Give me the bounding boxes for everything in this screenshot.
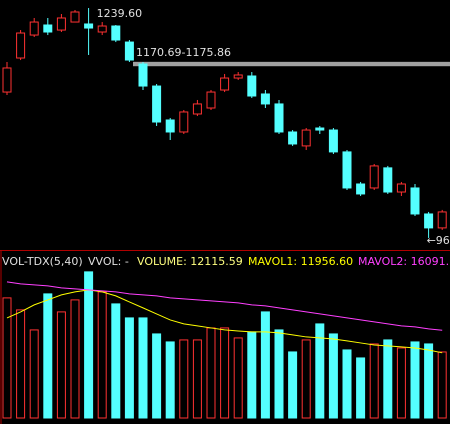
volume-bar [206,327,216,419]
price-band [133,61,450,67]
candle-body [220,77,230,91]
candle-body [138,63,148,87]
candle-body [97,25,107,33]
indicator-header: VOL-TDX(5,40) [2,255,83,268]
indicator-header: VVOL: - [88,255,129,268]
volume-bar [233,337,243,419]
candle-body [410,187,420,215]
candle-body [56,17,66,31]
volume-bar [16,309,26,419]
candle-body [165,119,175,133]
candle-body [16,32,26,59]
price-annotation: ←96 [427,234,450,247]
candle-body [179,111,189,133]
volume-bar [29,329,39,419]
candle-body [84,23,94,29]
volume-bar [315,323,325,419]
candle-body [192,103,202,115]
candle-body [328,129,338,153]
volume-bar [179,339,189,419]
candle-body [43,24,53,33]
volume-bar [260,311,270,419]
candle-body [383,167,393,193]
volume-bar [192,339,202,419]
volume-bar [56,311,66,419]
volume-bar [437,351,447,419]
candle-body [111,25,121,41]
candle-body [301,129,311,147]
volume-bar [383,339,393,419]
candle-body [369,165,379,189]
volume-bar [396,347,406,419]
candle-body [29,21,39,36]
volume-bar [152,333,162,419]
volume-bar [111,303,121,419]
candle-body [274,103,284,133]
volume-bar [97,291,107,419]
volume-bar [84,271,94,419]
volume-bar [165,341,175,419]
candle-body [356,183,366,195]
band-label: 1170.69-1175.86 [136,46,231,59]
candle-body [247,75,257,97]
candle-body [342,151,352,189]
volume-bar [220,327,230,419]
candle-body [2,67,12,93]
moving-average-line [6,281,443,331]
volume-bar [138,317,148,419]
volume-bar [124,317,134,419]
volume-bar [424,343,434,419]
candle-body [152,85,162,123]
volume-bar [356,357,366,419]
candle-body [288,131,298,145]
moving-average-line [6,289,443,354]
indicator-header: VOLUME: 12115.59 [137,255,243,268]
volume-bar [247,331,257,419]
volume-bar [369,343,379,419]
volume-bar [342,349,352,419]
volume-bar [288,351,298,419]
volume-bar [410,341,420,419]
candle-body [396,183,406,193]
candle-body [315,127,325,131]
candle-body [260,93,270,105]
candle-body [206,91,216,109]
candle-body [437,211,447,229]
candle-body [124,41,134,61]
volume-bar [301,339,311,419]
indicator-header: MAVOL2: 16091. [358,255,449,268]
candle-body [70,11,80,23]
candle-body [233,74,243,79]
volume-bar [328,333,338,419]
price-annotation: 1239.60 [97,7,143,20]
volume-bar [274,329,284,419]
volume-bar [43,293,53,419]
volume-bar [2,297,12,419]
candle-body [424,213,434,229]
volume-bar [70,299,80,419]
indicator-header: MAVOL1: 11956.60 [248,255,353,268]
